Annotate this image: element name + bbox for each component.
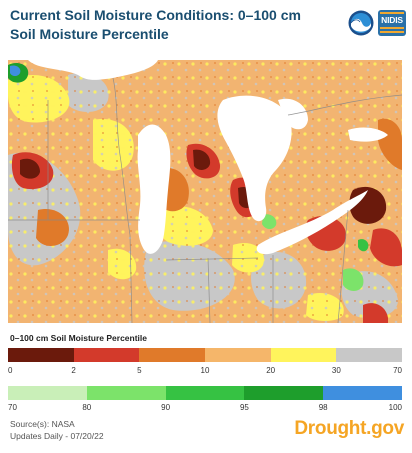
update-date-text: Updates Daily - 07/20/22 xyxy=(10,431,104,441)
legend-dry-tick-label: 70 xyxy=(393,366,402,375)
nidis-logo-stripe xyxy=(380,27,404,29)
legend-dry-tick-label: 0 xyxy=(8,366,13,375)
source-text: Source(s): NASA xyxy=(10,419,75,429)
lake-erie xyxy=(256,190,368,255)
legend-dry-swatch xyxy=(270,348,337,362)
drought-gov-logo[interactable]: Drought.gov xyxy=(294,418,404,439)
lake-ontario xyxy=(348,127,388,142)
map-canvas xyxy=(8,60,402,323)
legend-ticks-dry: 0 2 5 10 20 30 70 xyxy=(8,366,402,378)
lake-huron xyxy=(217,95,292,222)
legend-wet-swatch xyxy=(165,386,245,400)
legend-dry-tick-label: 30 xyxy=(331,366,341,375)
region-moderate xyxy=(378,118,402,170)
legend-dry-swatch xyxy=(73,348,140,362)
region-severe xyxy=(193,149,211,170)
texture-overlay xyxy=(8,60,402,323)
legend-dry-swatch xyxy=(8,348,74,362)
region-moderate xyxy=(363,303,388,323)
state-boundary xyxy=(207,257,211,323)
map-title: Current Soil Moisture Conditions: 0–100 … xyxy=(10,7,301,42)
state-boundary xyxy=(165,257,259,261)
legend-ticks-wet: 70 80 90 95 98 100 xyxy=(8,403,402,415)
region-extreme xyxy=(370,228,402,267)
soil-moisture-map[interactable] xyxy=(8,60,402,323)
nidis-logo-icon[interactable]: NIDIS xyxy=(378,10,406,36)
legend-wet-tick-label: 95 xyxy=(239,403,249,412)
legend-dry-swatch xyxy=(336,348,403,362)
legend-wet-swatch xyxy=(323,386,402,400)
province-boundary xyxy=(287,94,402,116)
lake-superior xyxy=(8,60,158,80)
legend-wet-tick-label: 100 xyxy=(388,403,402,412)
state-boundary xyxy=(112,77,133,323)
legend-color-bar-wet xyxy=(8,386,402,400)
legend-dry-tick-label: 10 xyxy=(200,366,210,375)
region-wet xyxy=(343,268,364,291)
region-extremely-wet xyxy=(10,65,21,76)
region-wet xyxy=(262,214,277,230)
region-severe xyxy=(20,158,40,179)
source-info: Source(s): NASA Updates Daily - 07/20/22 xyxy=(10,418,104,442)
legend-color-bar-dry xyxy=(8,348,403,362)
legend-wet-swatch xyxy=(244,386,324,400)
legend-wet-tick-label: 98 xyxy=(318,403,328,412)
legend-wet-swatch xyxy=(8,386,87,400)
legend-dry-swatch xyxy=(205,348,271,362)
legend-dry-tick-label: 2 xyxy=(71,366,76,375)
nidis-logo-text: NIDIS xyxy=(381,15,403,25)
header-logos: NIDIS xyxy=(348,10,406,36)
legend-wet-tick-label: 90 xyxy=(161,403,171,412)
legend-wet-tick-label: 80 xyxy=(82,403,92,412)
nidis-logo-stripe xyxy=(380,31,404,33)
legend-wet-swatch xyxy=(86,386,166,400)
nidis-logo-stripe xyxy=(380,12,404,14)
region-wet xyxy=(358,239,369,252)
legend-title: 0–100 cm Soil Moisture Percentile xyxy=(10,333,148,343)
region-moderate xyxy=(36,209,69,246)
legend-dry-swatch xyxy=(139,348,206,362)
legend-wet-tick-label: 70 xyxy=(8,403,17,412)
state-boundary xyxy=(337,209,349,323)
boundaries xyxy=(8,77,402,323)
legend-dry-tick-label: 5 xyxy=(137,366,142,375)
lake-michigan xyxy=(137,124,171,254)
noaa-logo-icon[interactable] xyxy=(348,10,374,36)
legend-dry-tick-label: 20 xyxy=(266,366,276,375)
